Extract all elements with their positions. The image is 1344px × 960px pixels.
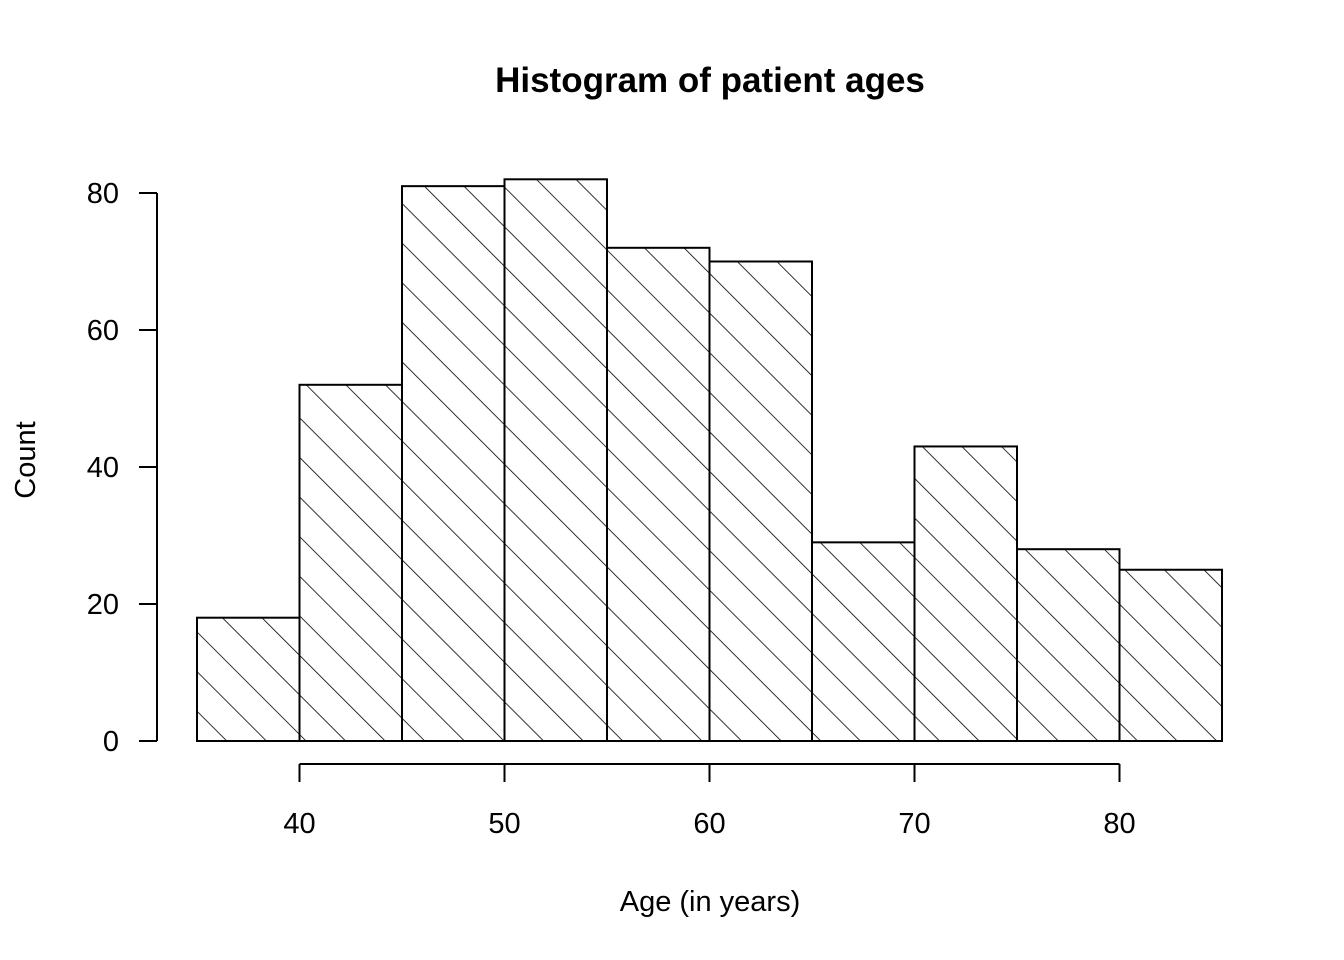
x-tick-label: 60 — [693, 808, 725, 840]
histogram-bar-80-85 — [1118, 568, 1223, 742]
histogram-bar-50-55 — [503, 178, 608, 743]
histogram-bar-35-40 — [196, 616, 301, 743]
y-tick-label: 40 — [87, 452, 119, 484]
x-axis-label: Age (in years) — [620, 886, 801, 918]
y-tick-label: 20 — [87, 589, 119, 621]
histogram-bar-75-80 — [1016, 548, 1121, 743]
x-tick-label: 70 — [898, 808, 930, 840]
histogram-bar-60-65 — [708, 260, 813, 742]
y-axis-label: Count — [10, 421, 42, 498]
y-tick-label: 0 — [103, 726, 119, 758]
y-tick-label: 80 — [87, 178, 119, 210]
histogram-bar-65-70 — [811, 541, 916, 742]
x-tick-label: 40 — [283, 808, 315, 840]
y-tick-label: 60 — [87, 315, 119, 347]
x-tick-label: 50 — [488, 808, 520, 840]
histogram-bar-40-45 — [298, 383, 403, 742]
histogram-bar-45-50 — [401, 185, 506, 742]
x-tick-label: 80 — [1103, 808, 1135, 840]
histogram-bar-55-60 — [606, 246, 711, 743]
histogram-bar-70-75 — [913, 445, 1018, 742]
x-axis-ticks: 40 50 60 70 80 — [283, 764, 1136, 840]
y-axis-ticks: 0 20 40 60 80 — [87, 178, 157, 758]
bars-group — [196, 178, 1223, 743]
chart-title: Histogram of patient ages — [495, 61, 925, 100]
